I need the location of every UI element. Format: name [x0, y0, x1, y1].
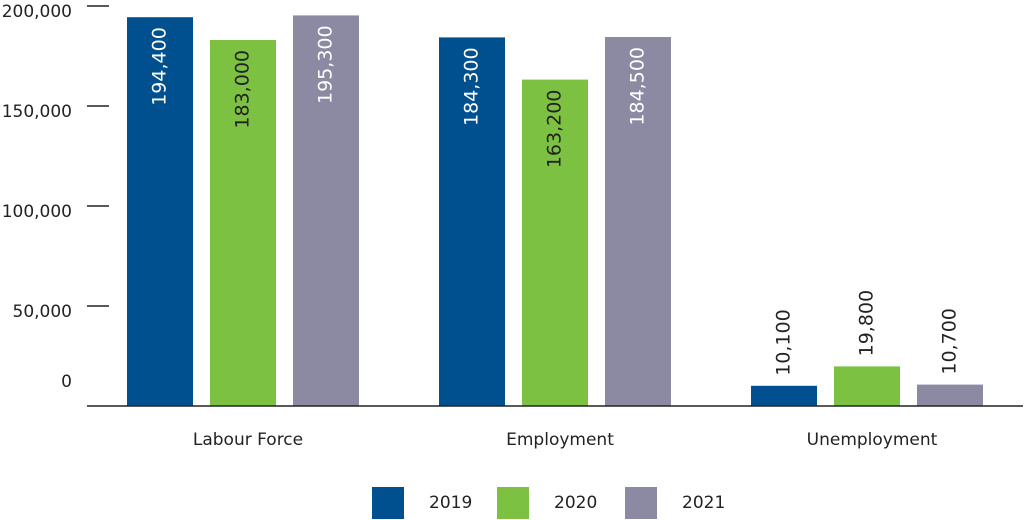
legend-swatch: [497, 487, 529, 519]
bar: [210, 40, 276, 406]
legend-label: 2021: [682, 493, 725, 513]
legend-swatch: [625, 487, 657, 519]
y-tick-label: 200,000: [2, 2, 72, 22]
x-tick-label: Employment: [506, 430, 614, 450]
value-label: 184,500: [627, 47, 649, 126]
value-label: 184,300: [461, 47, 483, 126]
legend-label: 2020: [554, 493, 597, 513]
value-label: 183,000: [232, 50, 254, 129]
value-label: 10,700: [939, 308, 961, 374]
value-label: 163,200: [544, 90, 566, 169]
bar: [127, 17, 193, 406]
y-tick-label: 0: [61, 372, 72, 392]
bar: [439, 37, 505, 407]
y-tick-label: 50,000: [13, 302, 72, 322]
value-label: 10,100: [773, 309, 795, 375]
legend-swatch: [372, 487, 404, 519]
value-label: 195,300: [315, 25, 337, 104]
bar: [751, 385, 817, 406]
bar: [293, 15, 359, 407]
bar: [917, 384, 983, 406]
value-label: 194,400: [149, 27, 171, 106]
bar: [605, 37, 671, 406]
x-tick-label: Labour Force: [193, 430, 303, 450]
y-tick-label: 150,000: [2, 102, 72, 122]
value-label: 19,800: [856, 290, 878, 356]
x-tick-label: Unemployment: [807, 430, 938, 450]
legend-label: 2019: [429, 493, 472, 513]
bar: [522, 79, 588, 406]
y-tick-label: 100,000: [2, 202, 72, 222]
bar: [834, 366, 900, 406]
